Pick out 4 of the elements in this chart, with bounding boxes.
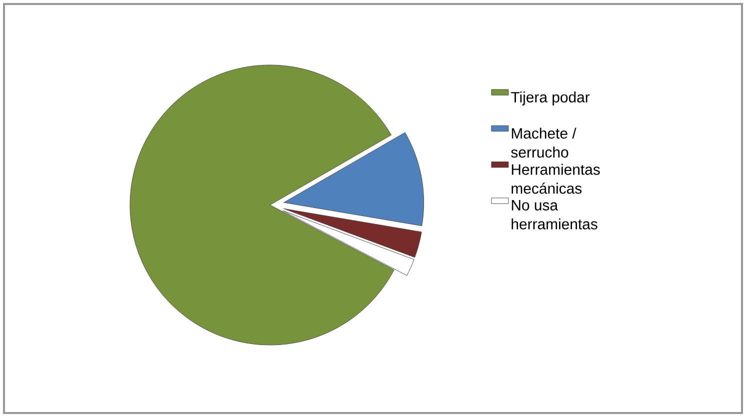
legend-label: Machete / serrucho [511,128,576,158]
legend-label: No usa herramientas [512,200,598,230]
legend-label: Tijera podar [511,92,590,106]
legend-label: Herramientas mecánicas [512,164,600,194]
